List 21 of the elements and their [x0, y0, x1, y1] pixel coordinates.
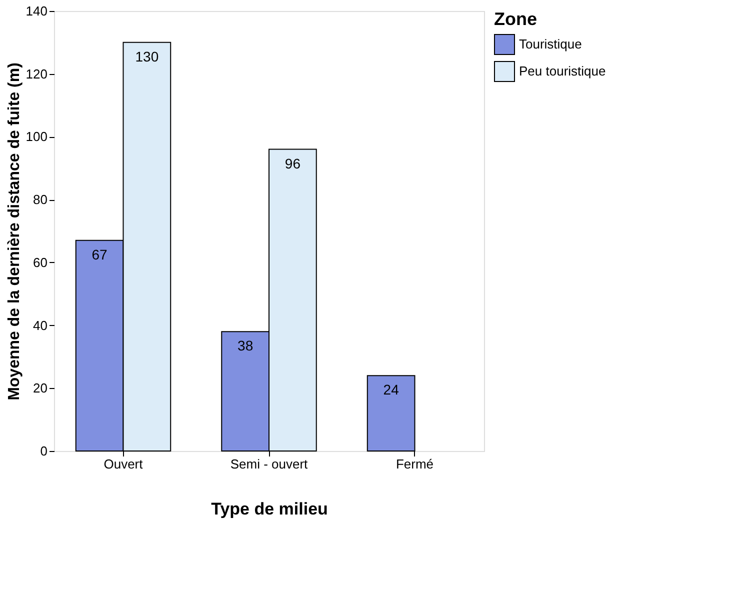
y-tick-label: 80	[33, 192, 48, 208]
x-tick-label: Fermé	[396, 456, 434, 472]
y-tick-label: 0	[40, 444, 48, 458]
legend-label: Touristique	[519, 36, 582, 52]
y-tick-label: 120	[26, 66, 48, 82]
y-tick-label: 20	[33, 380, 48, 396]
data-label: 24	[383, 382, 400, 398]
legend-title: Zone	[494, 9, 537, 29]
data-label: 38	[238, 338, 254, 354]
data-label: 67	[92, 246, 108, 262]
y-tick-label: 40	[33, 318, 48, 333]
x-tick-label: Semi - ouvert	[230, 456, 308, 472]
x-axis-title: Type de milieu	[211, 500, 328, 518]
legend-label: Peu touristique	[519, 64, 606, 78]
y-tick-label: 60	[33, 254, 48, 270]
y-tick-label: 100	[26, 129, 48, 144]
data-label: 130	[135, 48, 159, 64]
y-tick-label: 140	[26, 4, 48, 18]
x-tick-label: Ouvert	[104, 456, 144, 472]
data-label: 96	[284, 155, 301, 172]
y-axis-title: Moyenne de la dernière distance de fuite (m)	[6, 62, 23, 400]
